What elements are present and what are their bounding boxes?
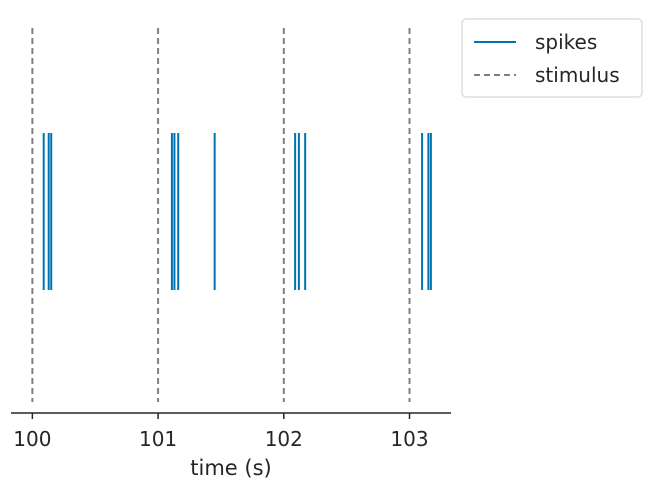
x-tick-label: 103	[390, 427, 428, 451]
legend-label-spikes: spikes	[535, 30, 597, 54]
x-axis-label: time (s)	[190, 456, 271, 480]
x-tick-label: 101	[139, 427, 177, 451]
x-tick-label: 102	[265, 427, 303, 451]
legend: spikes stimulus	[461, 18, 643, 98]
x-axis-ticks: 100 101 102 103	[13, 413, 429, 451]
legend-frame	[461, 18, 643, 98]
legend-label-stimulus: stimulus	[535, 63, 620, 87]
plot-area: 100 101 102 103 time (s)	[11, 28, 451, 480]
spike-events	[42, 133, 432, 290]
x-tick-label: 100	[13, 427, 51, 451]
stimulus-lines	[31, 28, 411, 402]
